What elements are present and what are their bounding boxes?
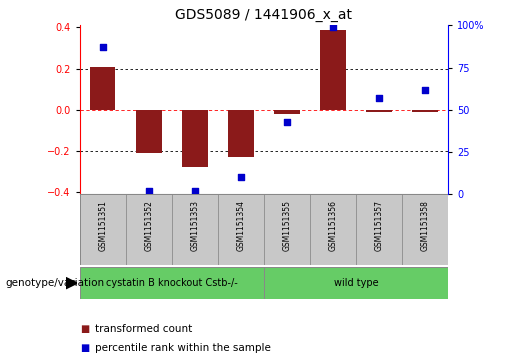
Point [191, 188, 199, 194]
Point [237, 174, 245, 180]
Bar [80, 267, 264, 299]
Point [145, 188, 153, 194]
Bar [356, 194, 402, 265]
Bar [413, 110, 438, 112]
Point [99, 44, 107, 50]
Text: GSM1151353: GSM1151353 [191, 200, 199, 251]
Point [375, 95, 383, 101]
Text: percentile rank within the sample: percentile rank within the sample [95, 343, 271, 354]
Point [329, 24, 337, 30]
Text: GSM1151355: GSM1151355 [282, 200, 291, 251]
Text: GSM1151358: GSM1151358 [421, 200, 430, 251]
Bar [126, 194, 172, 265]
Text: transformed count: transformed count [95, 323, 193, 334]
Bar [218, 194, 264, 265]
Bar [320, 29, 346, 110]
Text: GSM1151351: GSM1151351 [98, 200, 107, 251]
Text: GSM1151352: GSM1151352 [144, 200, 153, 251]
Bar [310, 194, 356, 265]
Bar [402, 194, 448, 265]
Bar [80, 194, 126, 265]
Bar [274, 110, 300, 114]
Bar [182, 110, 208, 167]
Bar [264, 194, 310, 265]
Point [283, 119, 291, 125]
Polygon shape [66, 278, 77, 289]
Text: GSM1151354: GSM1151354 [236, 200, 246, 251]
Text: ■: ■ [80, 323, 89, 334]
Bar [172, 194, 218, 265]
Bar [90, 66, 115, 110]
Title: GDS5089 / 1441906_x_at: GDS5089 / 1441906_x_at [176, 8, 352, 22]
Text: GSM1151357: GSM1151357 [374, 200, 384, 251]
Text: genotype/variation: genotype/variation [5, 278, 104, 288]
Point [421, 87, 429, 93]
Text: GSM1151356: GSM1151356 [329, 200, 337, 251]
Text: ■: ■ [80, 343, 89, 354]
Bar [228, 110, 253, 157]
Bar [264, 267, 448, 299]
Text: wild type: wild type [334, 278, 379, 288]
Text: cystatin B knockout Cstb-/-: cystatin B knockout Cstb-/- [106, 278, 238, 288]
Bar [366, 110, 392, 112]
Bar [136, 110, 162, 153]
